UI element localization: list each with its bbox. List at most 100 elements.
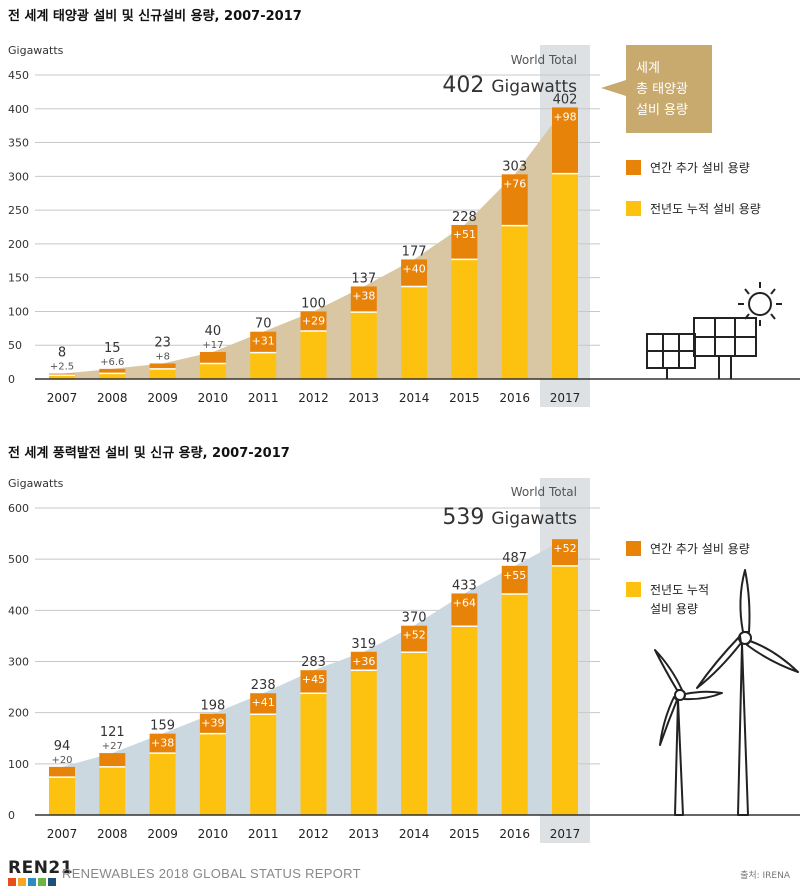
bar-cumulative — [99, 373, 126, 379]
x-tick-label: 2012 — [298, 391, 329, 405]
x-tick-label: 2007 — [47, 827, 78, 841]
total-label: 228 — [452, 210, 477, 225]
added-label: +55 — [503, 569, 526, 582]
bar-cumulative — [552, 565, 578, 815]
x-tick-label: 2009 — [147, 391, 178, 405]
added-label: +6.6 — [100, 357, 124, 368]
bar-annual — [149, 363, 176, 369]
added-label: +36 — [352, 655, 375, 668]
y-axis-label: Gigawatts — [8, 477, 64, 490]
ren21-logo-squares — [8, 878, 56, 886]
y-tick-label: 450 — [8, 69, 29, 82]
added-label: +8 — [155, 351, 170, 362]
bar-annual — [350, 286, 377, 313]
x-tick-label: 2016 — [499, 391, 530, 405]
callout-text: 설비 용량 — [636, 103, 688, 118]
x-tick-label: 2010 — [198, 391, 229, 405]
added-label: +38 — [352, 289, 375, 302]
total-label: 100 — [301, 296, 326, 311]
x-tick-label: 2008 — [97, 391, 128, 405]
bar-cumulative — [300, 693, 327, 815]
wind-chart-title: 전 세계 풍력발전 설비 및 신규 용량, 2007-2017 — [8, 446, 290, 461]
turbine-blade — [654, 649, 683, 691]
y-tick-label: 350 — [8, 137, 29, 150]
bar-cumulative — [451, 626, 478, 815]
added-label: +45 — [302, 673, 325, 686]
trend-area — [49, 107, 565, 379]
bar-annual — [99, 753, 126, 767]
added-label: +98 — [553, 110, 576, 123]
legend-label-cumulative: 설비 용량 — [650, 602, 698, 616]
total-label: 23 — [154, 335, 171, 350]
bar-cumulative — [501, 593, 528, 815]
bar-cumulative — [149, 753, 176, 815]
legend-label-annual: 연간 추가 설비 용량 — [650, 542, 750, 556]
legend-swatch-annual — [626, 160, 641, 175]
bar-annual — [250, 331, 277, 353]
legend-swatch-cumulative — [626, 582, 641, 597]
bar-annual — [49, 766, 75, 778]
world-total-value: 402 Gigawatts — [442, 73, 577, 98]
callout-text: 총 태양광 — [636, 82, 688, 97]
ren21-logo: REN21 — [8, 858, 74, 878]
world-total-label: World Total — [511, 485, 577, 499]
bar-cumulative — [350, 312, 377, 379]
x-tick-label: 2017 — [550, 391, 581, 405]
x-tick-label: 2011 — [248, 391, 279, 405]
bar-annual — [451, 224, 478, 260]
x-tick-label: 2014 — [399, 391, 430, 405]
total-label: 8 — [58, 346, 66, 361]
bar-annual — [99, 368, 126, 374]
bar-cumulative — [199, 363, 226, 379]
y-tick-label: 0 — [8, 373, 15, 386]
bar-cumulative — [199, 733, 226, 815]
bar-cumulative — [300, 331, 327, 379]
total-label: 319 — [351, 637, 376, 652]
bar-cumulative — [250, 352, 277, 379]
total-label: 402 — [553, 92, 578, 107]
x-tick-label: 2011 — [248, 827, 279, 841]
added-label: +2.5 — [50, 362, 74, 373]
added-label: +64 — [453, 596, 476, 609]
total-label: 198 — [200, 699, 225, 714]
x-tick-label: 2009 — [147, 827, 178, 841]
bar-cumulative — [552, 173, 578, 379]
y-tick-label: 250 — [8, 204, 29, 217]
x-tick-label: 2013 — [349, 391, 380, 405]
bar-annual — [501, 565, 528, 594]
sun-ray — [744, 288, 750, 295]
legend-label-cumulative: 전년도 누적 설비 용량 — [650, 202, 761, 216]
bar-cumulative — [49, 777, 75, 815]
x-tick-label: 2012 — [298, 827, 329, 841]
bar-annual — [300, 311, 327, 332]
legend-swatch-cumulative — [626, 201, 641, 216]
bar-cumulative — [149, 368, 176, 379]
sun-ray — [770, 288, 776, 295]
x-tick-label: 2013 — [349, 827, 380, 841]
y-tick-label: 500 — [8, 553, 29, 566]
added-label: +31 — [252, 335, 275, 348]
bar-annual — [250, 693, 277, 715]
total-label: 433 — [452, 578, 477, 593]
world-total-label: World Total — [511, 53, 577, 67]
legend-label-cumulative: 전년도 누적 — [650, 583, 709, 597]
turbine-tower — [674, 699, 684, 816]
total-label: 487 — [502, 551, 527, 566]
report-name: RENEWABLES 2018 GLOBAL STATUS REPORT — [62, 866, 361, 881]
x-tick-label: 2014 — [399, 827, 430, 841]
world-total-value: 539 Gigawatts — [442, 505, 577, 530]
callout-text: 세계 — [636, 61, 660, 76]
bar-cumulative — [350, 670, 377, 815]
y-tick-label: 200 — [8, 707, 29, 720]
total-label: 303 — [502, 159, 527, 174]
bar-cumulative — [501, 225, 528, 379]
added-label: +39 — [201, 717, 224, 730]
added-label: +41 — [252, 696, 275, 709]
bar-annual — [199, 713, 226, 734]
total-label: 15 — [104, 341, 121, 356]
legend-swatch-annual — [626, 541, 641, 556]
bar-annual — [451, 593, 478, 627]
bar-annual — [350, 651, 377, 671]
total-label: 159 — [150, 719, 175, 734]
sun-icon — [748, 292, 772, 316]
